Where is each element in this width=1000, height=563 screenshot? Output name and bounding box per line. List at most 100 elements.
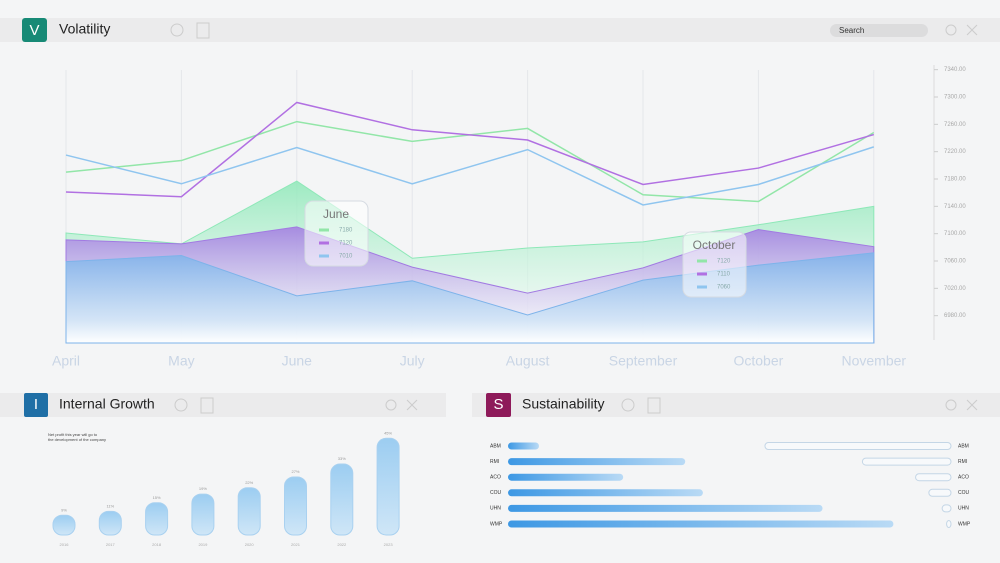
area <box>65 252 875 344</box>
row-label: ACO <box>958 475 969 481</box>
row-label: COU <box>958 490 970 496</box>
value-label: 45% <box>384 430 392 435</box>
bar <box>508 473 624 481</box>
header-bar <box>0 393 446 417</box>
volatility-chart: April May June July August September October No… <box>52 65 966 369</box>
x-tick-label: June <box>282 353 313 369</box>
bar <box>861 457 952 466</box>
bar <box>508 489 703 497</box>
doc-icon[interactable] <box>647 397 661 414</box>
row-label: RMI <box>490 459 499 465</box>
doc-icon[interactable] <box>196 22 210 39</box>
icon-letter: S <box>493 396 503 413</box>
line <box>65 146 875 206</box>
y-tick-label: 7300.00 <box>944 95 966 101</box>
y-tick-label: 7020.00 <box>944 286 966 292</box>
bar <box>508 504 823 512</box>
bar <box>284 476 307 536</box>
sustainability-chart: ABM ABM RMI RMI ACO ACO COU COU UHN UHN WMP WMP <box>490 442 971 528</box>
y-tick-label: 7260.00 <box>944 122 966 128</box>
note: Net profit this year will go to <box>48 432 98 437</box>
close-icon[interactable] <box>966 399 978 411</box>
x-tick-label: May <box>168 353 194 369</box>
value-label: 22% <box>245 480 253 485</box>
tooltip-value: 7180 <box>339 228 353 234</box>
tooltip <box>682 231 747 298</box>
x-tick-label: 2022 <box>337 542 347 547</box>
bar <box>330 463 354 536</box>
settings-icon[interactable] <box>945 24 957 36</box>
value-label: 9% <box>61 507 67 512</box>
bar <box>508 520 894 528</box>
row-label: COU <box>490 490 502 496</box>
tooltip-value: 7120 <box>717 259 731 265</box>
value-label: 11% <box>106 503 114 508</box>
header-bar <box>472 393 1000 417</box>
close-icon[interactable] <box>406 399 418 411</box>
x-tick-label: 2019 <box>198 542 208 547</box>
tooltip-value: 7060 <box>717 285 731 291</box>
x-tick-label: 2018 <box>152 542 162 547</box>
row-label: WMP <box>958 521 971 527</box>
tooltip-value: 7120 <box>339 241 353 247</box>
x-tick-label: 2016 <box>60 542 70 547</box>
tooltip-title: June <box>323 207 349 221</box>
tooltip-title: October <box>693 238 736 252</box>
y-tick-label: 7180.00 <box>944 177 966 183</box>
note: the development of the company <box>48 437 106 442</box>
refresh-icon[interactable] <box>621 398 635 412</box>
bar <box>508 442 540 450</box>
bar <box>941 504 952 513</box>
row-label: ACO <box>490 475 501 481</box>
bar <box>52 514 76 536</box>
bar <box>928 488 952 497</box>
icon-box <box>486 393 511 417</box>
tooltip-value: 7110 <box>717 272 731 278</box>
tooltip-value: 7010 <box>339 254 353 260</box>
line <box>65 101 875 198</box>
bar <box>98 510 122 536</box>
x-tick-label: 2017 <box>106 542 116 547</box>
value-label: 27% <box>291 469 299 474</box>
icon-box <box>22 18 47 42</box>
x-tick-label: 2023 <box>384 542 394 547</box>
line <box>65 120 875 203</box>
settings-icon[interactable] <box>385 399 397 411</box>
y-tick-label: 7220.00 <box>944 149 966 155</box>
row-label: RMI <box>958 459 967 465</box>
search-box[interactable] <box>830 24 928 37</box>
x-tick-label: September <box>609 353 678 369</box>
y-tick-label: 7140.00 <box>944 204 966 210</box>
doc-icon[interactable] <box>200 397 214 414</box>
bar <box>946 520 952 528</box>
search-placeholder: Search <box>839 26 864 35</box>
bar <box>237 487 261 536</box>
icon-letter: V <box>29 22 39 39</box>
value-label: 19% <box>199 486 207 491</box>
y-tick-label: 7060.00 <box>944 259 966 265</box>
bar <box>376 437 400 536</box>
x-tick-label: October <box>733 353 783 369</box>
y-tick-label: 7100.00 <box>944 231 966 237</box>
panel-title: Internal Growth <box>59 396 155 412</box>
bar <box>915 473 952 482</box>
value-label: 33% <box>338 456 346 461</box>
panel-title: Sustainability <box>522 396 605 412</box>
settings-icon[interactable] <box>945 399 957 411</box>
y-tick-label: 7340.00 <box>944 67 966 73</box>
x-tick-label: November <box>842 353 907 369</box>
row-label: ABM <box>958 443 969 449</box>
close-icon[interactable] <box>966 24 978 36</box>
bar <box>191 493 215 536</box>
refresh-icon[interactable] <box>174 398 188 412</box>
y-tick-label: 6980.00 <box>944 313 966 319</box>
x-tick-label: August <box>506 353 550 369</box>
refresh-icon[interactable] <box>170 23 184 37</box>
row-label: UHN <box>490 506 501 512</box>
value-label: 15% <box>153 495 161 500</box>
panel-title: Volatility <box>59 21 110 37</box>
icon-letter: I <box>34 396 38 413</box>
